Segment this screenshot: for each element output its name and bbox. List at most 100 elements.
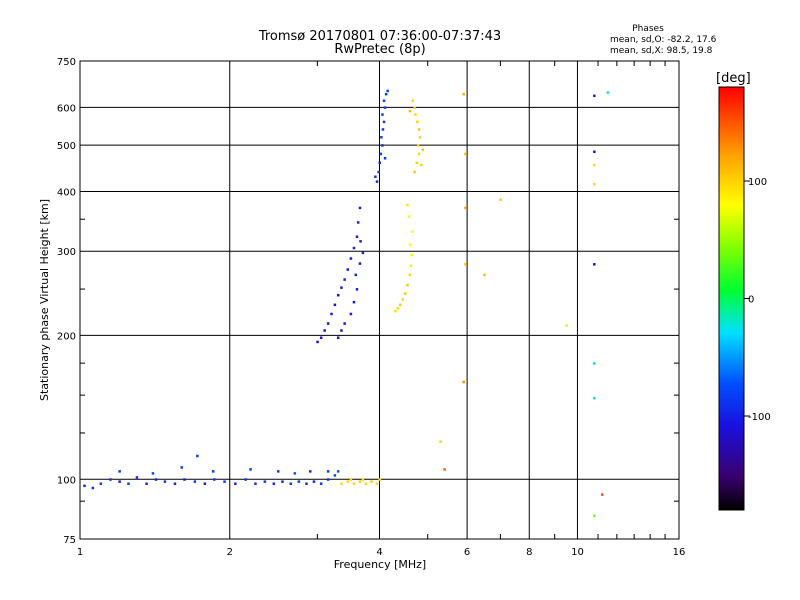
data-point-x — [593, 182, 596, 186]
data-point-o — [333, 474, 337, 477]
data-point-o — [358, 262, 362, 265]
data-point-o — [356, 221, 360, 224]
y-tick-label: 500 — [57, 141, 76, 152]
data-point-o — [183, 478, 186, 481]
x-axis-ticks: 1 2 4 6 8 10 16 — [77, 61, 685, 558]
data-point-x — [408, 273, 412, 277]
data-point-x — [399, 303, 402, 307]
x-tick-label: 8 — [526, 547, 532, 558]
data-point-x — [418, 136, 422, 139]
data-point-o — [336, 293, 340, 297]
data-point-o — [593, 94, 596, 98]
data-point-x — [378, 478, 381, 481]
data-point-x — [415, 161, 419, 164]
data-point-o — [330, 312, 333, 316]
data-point-o — [378, 161, 381, 164]
y-tick-label: 600 — [57, 103, 76, 114]
data-point-o — [145, 482, 148, 485]
data-point-o — [154, 478, 158, 481]
colorbar — [718, 86, 745, 511]
data-point-o — [213, 478, 216, 481]
data-point-x — [593, 396, 596, 400]
y-tick-label: 200 — [57, 331, 76, 342]
data-point-x — [346, 480, 350, 483]
data-point-o — [593, 263, 596, 266]
data-point-x — [364, 482, 368, 485]
data-point-x — [606, 91, 610, 94]
x-tick-label: 10 — [571, 547, 584, 558]
data-point-x — [358, 480, 362, 483]
data-point-o — [384, 92, 388, 96]
data-point-x — [407, 215, 411, 218]
data-point-x — [499, 198, 502, 201]
legend-o-stats: mean, sd,O: -82.2, 17.6 — [610, 35, 717, 45]
y-axis-label: Stationary phase Virtual Height [km] — [38, 199, 51, 401]
data-point-o — [383, 157, 387, 160]
data-point-o — [336, 470, 340, 473]
data-point-o — [375, 180, 379, 183]
data-point-o — [380, 136, 383, 139]
data-point-x — [401, 298, 405, 301]
data-point-o — [151, 472, 155, 475]
data-point-o — [196, 454, 199, 458]
colorbar-tick-label: 100 — [748, 177, 767, 188]
data-point-x — [396, 307, 400, 310]
data-point-o — [309, 470, 312, 473]
data-point-x — [414, 113, 417, 116]
data-point-o — [223, 480, 226, 483]
data-point-o — [349, 257, 353, 260]
data-point-o — [305, 482, 308, 485]
data-point-o — [333, 303, 337, 307]
data-point-o — [289, 482, 293, 485]
data-point-x — [417, 152, 421, 156]
data-point-x — [416, 120, 419, 124]
y-axis-ticks: 75 100 200 300 400 500 600 750 — [57, 57, 679, 546]
x-tick-label: 6 — [464, 547, 470, 558]
x-axis-label: Frequency [MHz] — [334, 558, 426, 571]
data-point-o — [312, 480, 316, 483]
data-point-x — [413, 170, 416, 174]
data-point-o — [244, 478, 247, 481]
data-point-x — [352, 482, 356, 485]
data-point-x — [394, 309, 397, 313]
data-point-x — [361, 478, 365, 481]
data-point-x — [443, 468, 446, 471]
data-point-o — [99, 482, 103, 485]
data-point-o — [343, 322, 346, 325]
x-tick-label: 2 — [227, 547, 233, 558]
data-point-x — [464, 206, 467, 210]
data-point-o — [163, 480, 167, 483]
data-point-x — [462, 92, 465, 96]
data-point-o — [323, 329, 326, 332]
data-point-o — [326, 470, 330, 473]
data-point-o — [281, 480, 284, 483]
data-point-x — [403, 292, 407, 295]
data-point-o — [355, 288, 359, 291]
data-point-o — [359, 240, 362, 243]
data-point-o — [263, 480, 267, 483]
data-point-o — [355, 235, 359, 239]
data-point-o — [382, 120, 386, 124]
data-point-o — [361, 251, 365, 255]
data-point-o — [593, 150, 596, 153]
data-point-o — [326, 322, 330, 325]
data-point-x — [375, 482, 379, 485]
data-point-x — [406, 283, 409, 287]
data-point-o — [326, 478, 330, 481]
data-point-o — [383, 106, 387, 109]
data-point-x — [439, 440, 442, 443]
data-point-x — [370, 480, 373, 483]
plot-frame — [79, 60, 680, 540]
data-point-o — [381, 144, 384, 147]
data-point-o — [386, 89, 389, 93]
data-point-o — [249, 468, 252, 471]
data-point-o — [381, 113, 384, 116]
data-point-o — [379, 152, 383, 156]
y-tick-label: 75 — [63, 535, 76, 546]
data-point-o — [83, 484, 86, 488]
data-point-o — [343, 278, 346, 281]
chart-subtitle: RwPretec (8p) — [334, 42, 425, 57]
colorbar-tick-label: 0 — [748, 295, 754, 306]
data-point-o — [374, 175, 377, 178]
data-point-x — [409, 264, 413, 268]
